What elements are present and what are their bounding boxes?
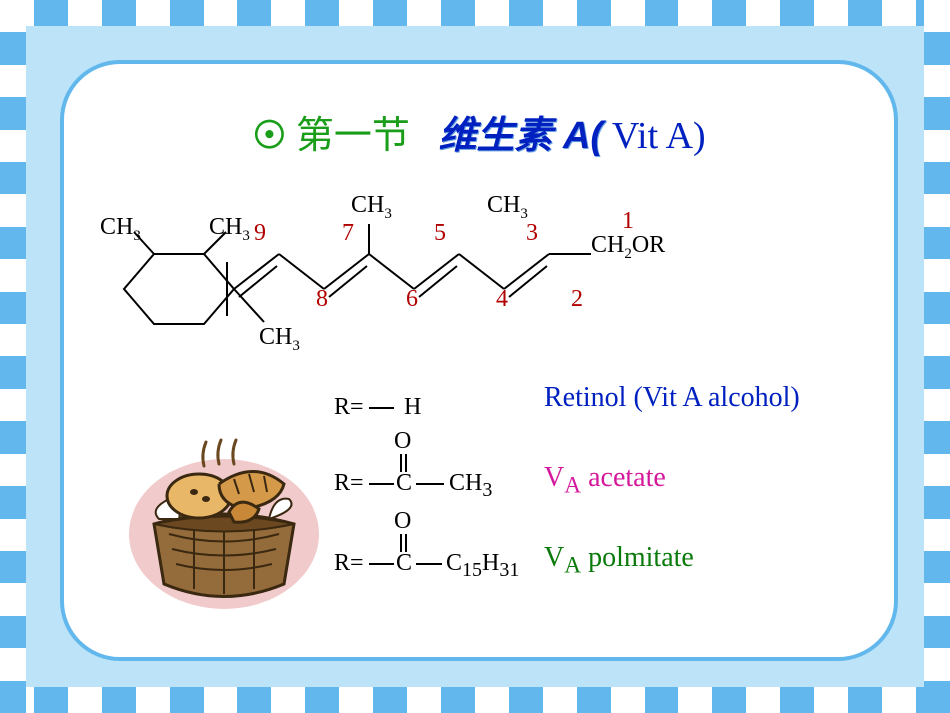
r-equals: R= (334, 470, 364, 497)
slide-root: ☉ 第一节 维生素 A( Vit A) (0, 0, 950, 713)
structure-svg (94, 184, 714, 384)
pos-num: 7 (342, 220, 354, 247)
pos-num: 8 (316, 286, 328, 313)
ch3-label: CH3 (209, 214, 250, 245)
ch3-label: CH3 (259, 324, 300, 355)
border-left (0, 0, 26, 713)
r-group-h: H (404, 394, 421, 421)
pos-num: 4 (496, 286, 508, 313)
ch3-label: CH3 (351, 192, 392, 223)
retinol-name: Retinol (Vit A alcohol) (544, 382, 800, 414)
c-label: C (396, 550, 412, 577)
o-label: O (394, 508, 411, 535)
pos-num: 3 (526, 220, 538, 247)
border-bottom (0, 687, 950, 713)
title-paren: Vit A) (603, 115, 706, 157)
palmitate-tail: C15H31 (446, 550, 519, 582)
ch2or-label: CH2OR (591, 232, 665, 263)
pos-num: 9 (254, 220, 266, 247)
border-top (0, 0, 950, 26)
r-equals: R= (334, 394, 364, 421)
chemical-structure: CH3 CH3 CH3 CH3 CH3 CH2OR 9 8 7 6 5 4 3 … (94, 184, 714, 384)
title-section: 第一节 (296, 115, 410, 157)
ch3-label: CH3 (487, 192, 528, 223)
bullet-icon: ☉ (252, 115, 286, 157)
pos-num: 6 (406, 286, 418, 313)
slide-title: ☉ 第一节 维生素 A( Vit A) (64, 104, 894, 159)
acetate-name: VA acetate (544, 462, 666, 500)
acetate-tail: CH3 (449, 470, 492, 502)
pos-num: 5 (434, 220, 446, 247)
bread-basket-icon (124, 434, 324, 614)
content-panel: ☉ 第一节 维生素 A( Vit A) (60, 60, 898, 661)
title-name: 维生素 A( (438, 115, 603, 157)
palmitate-name: VA polmitate (544, 542, 694, 580)
border-right (924, 0, 950, 713)
c-label: C (396, 470, 412, 497)
pos-num: 2 (571, 286, 583, 313)
pos-num: 1 (622, 208, 634, 235)
ch3-label: CH3 (100, 214, 141, 245)
r-equals: R= (334, 550, 364, 577)
o-label: O (394, 428, 411, 455)
